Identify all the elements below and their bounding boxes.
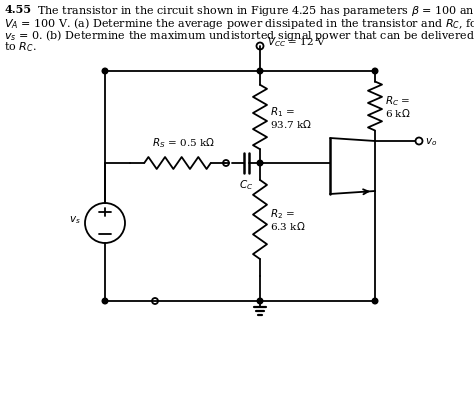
- Circle shape: [257, 298, 263, 304]
- Text: $v_o$: $v_o$: [425, 136, 437, 148]
- Text: to $R_C$.: to $R_C$.: [4, 40, 36, 54]
- Text: $V_A$ = 100 V. (a) Determine the average power dissipated in the transistor and : $V_A$ = 100 V. (a) Determine the average…: [4, 16, 474, 31]
- Circle shape: [372, 69, 378, 75]
- Text: 6 k$\Omega$: 6 k$\Omega$: [385, 107, 410, 119]
- Text: $R_S$ = 0.5 k$\Omega$: $R_S$ = 0.5 k$\Omega$: [153, 136, 215, 150]
- Circle shape: [257, 161, 263, 166]
- Text: $v_s$ = 0. (b) Determine the maximum undistorted signal power that can be delive: $v_s$ = 0. (b) Determine the maximum und…: [4, 28, 474, 43]
- Text: 4.55: 4.55: [4, 4, 31, 15]
- Circle shape: [102, 69, 108, 75]
- Text: $C_C$: $C_C$: [239, 178, 253, 191]
- Text: $R_1$ =: $R_1$ =: [270, 105, 295, 119]
- Text: The transistor in the circuit shown in Figure 4.25 has parameters $\beta$ = 100 : The transistor in the circuit shown in F…: [30, 4, 474, 18]
- Text: $v_s$: $v_s$: [69, 214, 81, 225]
- Text: 93.7 k$\Omega$: 93.7 k$\Omega$: [270, 118, 312, 130]
- Circle shape: [257, 69, 263, 75]
- Text: $R_C$ =: $R_C$ =: [385, 94, 410, 107]
- Circle shape: [102, 298, 108, 304]
- Text: $V_{CC}$ = 12 V: $V_{CC}$ = 12 V: [267, 35, 326, 49]
- Text: $R_2$ =: $R_2$ =: [270, 207, 295, 221]
- Circle shape: [372, 298, 378, 304]
- Text: 6.3 k$\Omega$: 6.3 k$\Omega$: [270, 220, 306, 232]
